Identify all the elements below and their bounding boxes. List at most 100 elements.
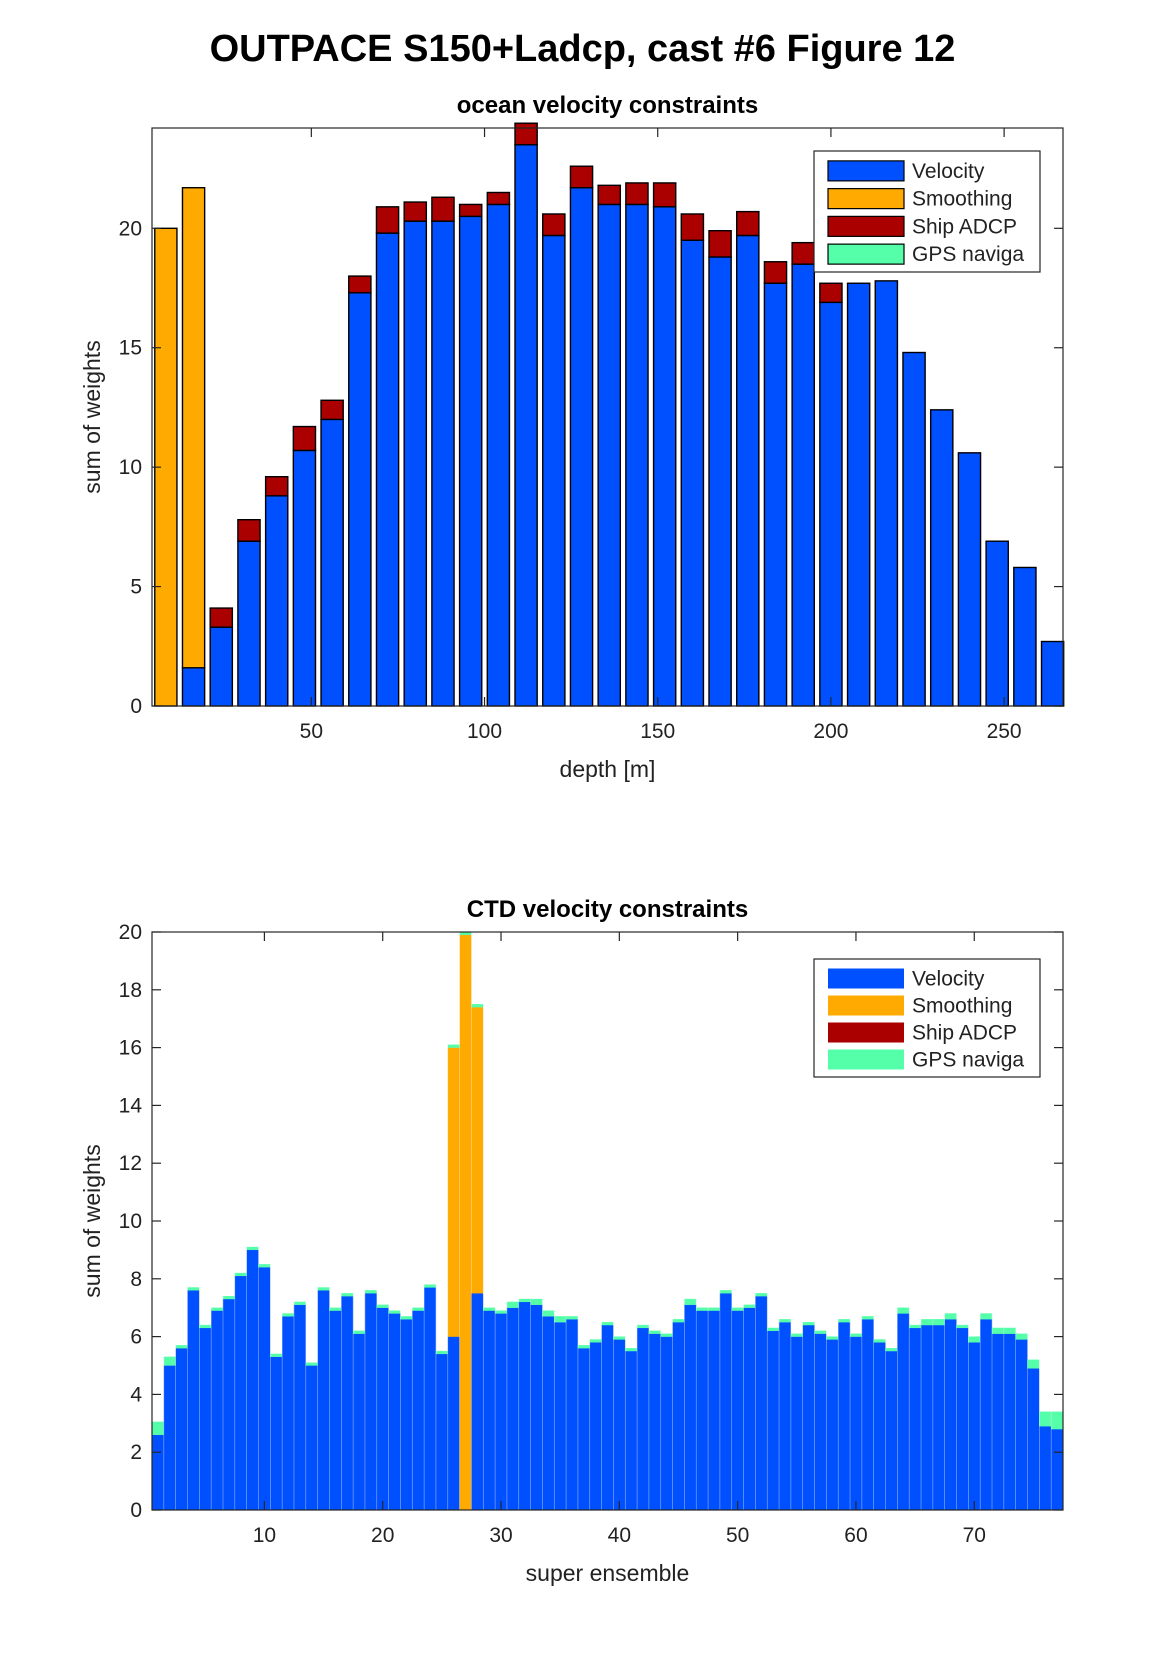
bar-gps-naviga [423, 1284, 437, 1288]
bar-velocity [838, 1322, 851, 1511]
bar-velocity [791, 263, 815, 707]
legend-label: GPS naviga [912, 243, 1024, 266]
legend: Velocity Smoothing Ship ADCP GPS naviga [813, 150, 1041, 273]
bar-ship-adcp [209, 607, 234, 628]
legend-swatch [828, 1022, 904, 1043]
bar-gps-naviga [388, 1310, 401, 1314]
bar-gps-naviga [613, 1336, 626, 1340]
bar-ship-adcp [791, 241, 815, 265]
bar-gps-naviga [944, 1313, 957, 1320]
bar-velocity [258, 1267, 271, 1511]
bar-gps-naviga [980, 1313, 993, 1320]
bar-gps-naviga [151, 1421, 164, 1436]
x-tick-label: 50 [300, 720, 323, 743]
bar-velocity [376, 1307, 389, 1511]
bar-velocity [506, 1307, 519, 1511]
bar-gps-naviga [968, 1336, 981, 1343]
bar-gps-naviga [873, 1339, 886, 1343]
bar-velocity [873, 1342, 886, 1511]
bar-gps-naviga [684, 1298, 697, 1305]
bar-velocity [597, 203, 622, 707]
bar-gps-naviga [636, 1324, 650, 1329]
bar-gps-naviga [565, 1316, 579, 1320]
bar-velocity [897, 1313, 910, 1511]
bar-velocity [763, 282, 788, 707]
bar-velocity [514, 144, 538, 707]
x-tick-label: 150 [640, 720, 675, 743]
bar-gps-naviga [483, 1307, 496, 1311]
bar-velocity [530, 1304, 543, 1511]
bar-gps-naviga [731, 1307, 744, 1311]
bar-velocity [211, 1310, 224, 1511]
bar-velocity [1015, 1339, 1028, 1511]
bar-velocity [1039, 1426, 1052, 1511]
bar-gps-naviga [199, 1324, 212, 1329]
y-tick-label: 20 [119, 217, 142, 240]
bar-gps-naviga [838, 1319, 851, 1323]
bar-gps-naviga [494, 1310, 508, 1314]
bar-velocity [237, 540, 261, 707]
bar-velocity [814, 1333, 827, 1511]
bar-gps-naviga [1027, 1359, 1040, 1369]
bar-gps-naviga [932, 1319, 945, 1326]
bar-velocity [696, 1310, 709, 1511]
bar-velocity [874, 280, 899, 707]
ctd-velocity-chart: 10 20 30 40 50 60 70 0 2 4 6 8 10 12 14 16 18 20 CTD veloc… [79, 896, 1064, 1586]
y-tick-label: 18 [119, 979, 142, 1002]
bar-ship-adcp [763, 261, 788, 284]
bar-smoothing [459, 934, 472, 1511]
legend-swatch [827, 215, 905, 237]
bar-velocity [151, 1434, 164, 1511]
bar-velocity [403, 220, 428, 707]
x-axis-label: super ensemble [526, 1560, 690, 1586]
bar-gps-naviga [187, 1287, 200, 1291]
bar-velocity [199, 1327, 212, 1511]
bar-velocity [652, 206, 677, 707]
bar-ship-adcp [320, 399, 344, 421]
bar-velocity [329, 1310, 342, 1511]
bar-gps-naviga [897, 1307, 910, 1314]
bar-velocity [684, 1304, 697, 1511]
legend-swatch [827, 160, 905, 182]
legend-swatch [828, 1049, 904, 1070]
bar-gps-naviga [530, 1298, 543, 1305]
bar-gps-naviga [802, 1322, 815, 1326]
y-tick-label: 10 [119, 1210, 142, 1233]
legend-label: Smoothing [912, 995, 1012, 1018]
bar-velocity [163, 1365, 176, 1511]
bar-velocity [625, 203, 649, 707]
y-tick-label: 5 [130, 576, 142, 599]
bar-ship-adcp [292, 425, 317, 452]
bar-velocity [348, 292, 372, 707]
bar-velocity [234, 1275, 247, 1511]
bar-velocity [767, 1330, 780, 1511]
legend-swatch [828, 968, 904, 989]
chart-title: ocean velocity constraints [457, 92, 758, 119]
bar-velocity [885, 1350, 898, 1511]
bar-velocity [743, 1307, 756, 1511]
bar-ship-adcp [514, 122, 538, 146]
y-tick-label: 15 [119, 337, 142, 360]
bar-gps-naviga [281, 1313, 295, 1317]
bar-gps-naviga [211, 1307, 224, 1311]
bar-velocity [293, 1304, 306, 1511]
bar-velocity [956, 1327, 969, 1511]
x-tick-label: 20 [371, 1524, 394, 1547]
bar-velocity [909, 1327, 922, 1511]
y-tick-label: 4 [130, 1383, 142, 1406]
bar-velocity [731, 1310, 744, 1511]
bar-velocity [790, 1336, 803, 1511]
bar-velocity [1003, 1333, 1016, 1511]
bar-velocity [861, 1319, 874, 1511]
bar-gps-naviga [672, 1319, 685, 1323]
bar-velocity [1040, 640, 1065, 707]
bar-gps-naviga [589, 1339, 602, 1343]
x-tick-label: 70 [963, 1524, 986, 1547]
bar-ship-adcp [348, 275, 372, 294]
bar-velocity [209, 626, 234, 707]
bar-velocity [264, 495, 289, 707]
bar-velocity [305, 1365, 318, 1511]
bar-smoothing [447, 1047, 460, 1337]
bar-velocity [625, 1350, 638, 1511]
bar-ship-adcp [458, 203, 483, 218]
